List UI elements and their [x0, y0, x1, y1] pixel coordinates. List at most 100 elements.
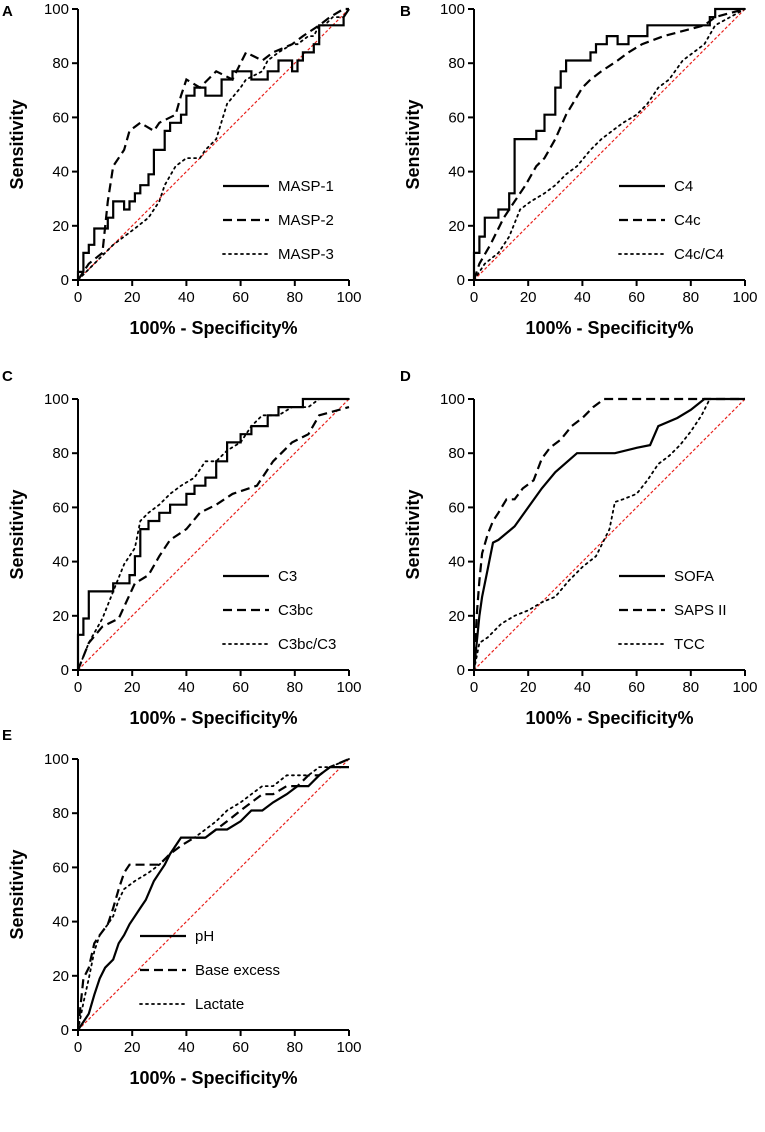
- curve-c-c3bc-c3: [77, 398, 350, 671]
- x-tick-label-d-80: 80: [682, 679, 699, 696]
- legend-b: C4 C4c C4c/C4: [618, 178, 724, 263]
- x-tick-label-e-60: 60: [232, 1039, 249, 1056]
- curve-c-c3bc: [76, 406, 350, 671]
- panel-a: A 0 20 40 60 80 100 0 20 40 60 80 100 100% - Specific…: [2, 1, 362, 338]
- panel-c: C 0 20 40 60 80 100 0 20 40 60 80 100 100% - Specific…: [2, 368, 362, 728]
- x-tick-label-c-40: 40: [178, 679, 195, 696]
- x-tick-label-d-40: 40: [574, 679, 591, 696]
- y-tick-label-a-100: 100: [44, 1, 69, 18]
- x-tick-label-c-20: 20: [124, 679, 141, 696]
- panel-e: E 0 20 40 60 80 100 0 20 40 60 80 100 100% - Specific…: [2, 727, 362, 1088]
- y-tick-label-e-0: 0: [61, 1022, 69, 1039]
- y-tick-label-d-0: 0: [457, 662, 465, 679]
- y-tick-label-e-40: 40: [52, 914, 69, 931]
- x-tick-label-b-60: 60: [628, 289, 645, 306]
- curve-c-c3: [76, 397, 349, 670]
- panel-letter-d: D: [400, 368, 411, 385]
- y-tick-label-a-60: 60: [52, 109, 69, 126]
- curve-d-saps-ii: [472, 397, 745, 671]
- legend-label-a-masp-1: MASP-1: [278, 178, 334, 195]
- y-tick-label-e-60: 60: [52, 859, 69, 876]
- x-tick-label-e-80: 80: [286, 1039, 303, 1056]
- y-tick-label-a-80: 80: [52, 55, 69, 72]
- y-tick-label-c-60: 60: [52, 499, 69, 516]
- y-tick-label-e-20: 20: [52, 968, 69, 985]
- x-tick-label-a-60: 60: [232, 289, 249, 306]
- y-tick-label-e-100: 100: [44, 751, 69, 768]
- x-axis-title-c: 100% - Specificity%: [129, 708, 297, 728]
- x-tick-label-b-20: 20: [520, 289, 537, 306]
- legend-d: SOFA SAPS II TCC: [618, 568, 727, 653]
- legend-c: C3 C3bc C3bc/C3: [222, 568, 336, 653]
- x-tick-label-a-0: 0: [74, 289, 82, 306]
- panel-b: B 0 20 40 60 80 100 0 20 40 60 80 100 100% - Specific…: [400, 1, 758, 338]
- curve-b-c4c: [472, 7, 746, 281]
- curve-b-c4c-c4: [473, 8, 746, 281]
- curve-e-lactate: [77, 758, 350, 1031]
- legend-e: pH Base excess Lactate: [139, 928, 280, 1013]
- x-tick-label-d-0: 0: [470, 679, 478, 696]
- legend-label-e-lactate: Lactate: [195, 996, 244, 1013]
- y-axis-title-e: Sensitivity: [7, 849, 27, 939]
- y-tick-label-a-40: 40: [52, 164, 69, 181]
- x-tick-label-d-100: 100: [732, 679, 757, 696]
- y-tick-label-b-80: 80: [448, 55, 465, 72]
- y-tick-label-b-60: 60: [448, 109, 465, 126]
- legend-label-d-tcc: TCC: [674, 636, 705, 653]
- reference-diagonal-c: [77, 398, 350, 671]
- x-axis-title-b: 100% - Specificity%: [525, 318, 693, 338]
- x-axis-title-d: 100% - Specificity%: [525, 708, 693, 728]
- x-tick-label-a-40: 40: [178, 289, 195, 306]
- y-tick-label-d-40: 40: [448, 554, 465, 571]
- y-tick-label-b-20: 20: [448, 218, 465, 235]
- y-tick-label-a-20: 20: [52, 218, 69, 235]
- reference-diagonal-d: [473, 398, 746, 671]
- x-tick-label-e-100: 100: [336, 1039, 361, 1056]
- y-tick-label-b-100: 100: [440, 1, 465, 18]
- curve-e-ph: [77, 765, 349, 1031]
- curve-b-c4: [472, 7, 745, 280]
- x-tick-label-c-0: 0: [74, 679, 82, 696]
- y-tick-label-c-80: 80: [52, 445, 69, 462]
- x-tick-label-b-0: 0: [470, 289, 478, 306]
- panel-d: D 0 20 40 60 80 100 0 20 40 60 80 100 100% - Specific…: [400, 368, 758, 728]
- y-tick-label-c-0: 0: [61, 662, 69, 679]
- x-axis-title-a: 100% - Specificity%: [129, 318, 297, 338]
- x-tick-label-b-100: 100: [732, 289, 757, 306]
- panel-letter-e: E: [2, 727, 12, 744]
- curve-d-sofa: [472, 397, 745, 671]
- curve-d-tcc: [473, 398, 746, 671]
- legend-a: MASP-1 MASP-2 MASP-3: [222, 178, 334, 263]
- legend-label-b-c4: C4: [674, 178, 693, 195]
- legend-label-d-saps-ii: SAPS II: [674, 602, 727, 619]
- panel-letter-b: B: [400, 3, 411, 20]
- legend-label-c-c3bc-c3: C3bc/C3: [278, 636, 336, 653]
- y-tick-label-c-40: 40: [52, 554, 69, 571]
- x-tick-label-a-20: 20: [124, 289, 141, 306]
- x-tick-label-d-60: 60: [628, 679, 645, 696]
- legend-label-e-base-excess: Base excess: [195, 962, 280, 979]
- y-tick-label-b-0: 0: [457, 272, 465, 289]
- x-tick-label-e-20: 20: [124, 1039, 141, 1056]
- x-tick-label-c-80: 80: [286, 679, 303, 696]
- y-tick-label-d-100: 100: [440, 391, 465, 408]
- legend-label-b-c4c-c4: C4c/C4: [674, 246, 724, 263]
- reference-diagonal-e: [77, 758, 350, 1031]
- reference-diagonal-b: [473, 8, 746, 281]
- x-tick-label-c-60: 60: [232, 679, 249, 696]
- x-tick-label-b-80: 80: [682, 289, 699, 306]
- legend-label-e-ph: pH: [195, 928, 214, 945]
- x-tick-label-a-80: 80: [286, 289, 303, 306]
- x-tick-label-e-40: 40: [178, 1039, 195, 1056]
- curve-a-masp-2: [77, 7, 349, 281]
- x-tick-label-e-0: 0: [74, 1039, 82, 1056]
- y-tick-label-e-80: 80: [52, 805, 69, 822]
- legend-label-d-sofa: SOFA: [674, 568, 714, 585]
- y-axis-title-c: Sensitivity: [7, 489, 27, 579]
- y-tick-label-c-100: 100: [44, 391, 69, 408]
- curve-a-masp-1: [76, 8, 350, 280]
- legend-label-c-c3: C3: [278, 568, 297, 585]
- x-tick-label-d-20: 20: [520, 679, 537, 696]
- reference-diagonal-a: [77, 8, 350, 281]
